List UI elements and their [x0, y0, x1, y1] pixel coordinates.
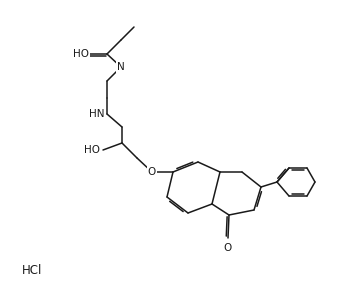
Text: HO: HO	[73, 49, 89, 59]
Text: HCl: HCl	[22, 265, 42, 278]
Text: O: O	[148, 167, 156, 177]
Text: O: O	[224, 243, 232, 253]
Text: HO: HO	[84, 145, 100, 155]
Text: HN: HN	[89, 109, 104, 119]
Text: N: N	[117, 62, 125, 72]
